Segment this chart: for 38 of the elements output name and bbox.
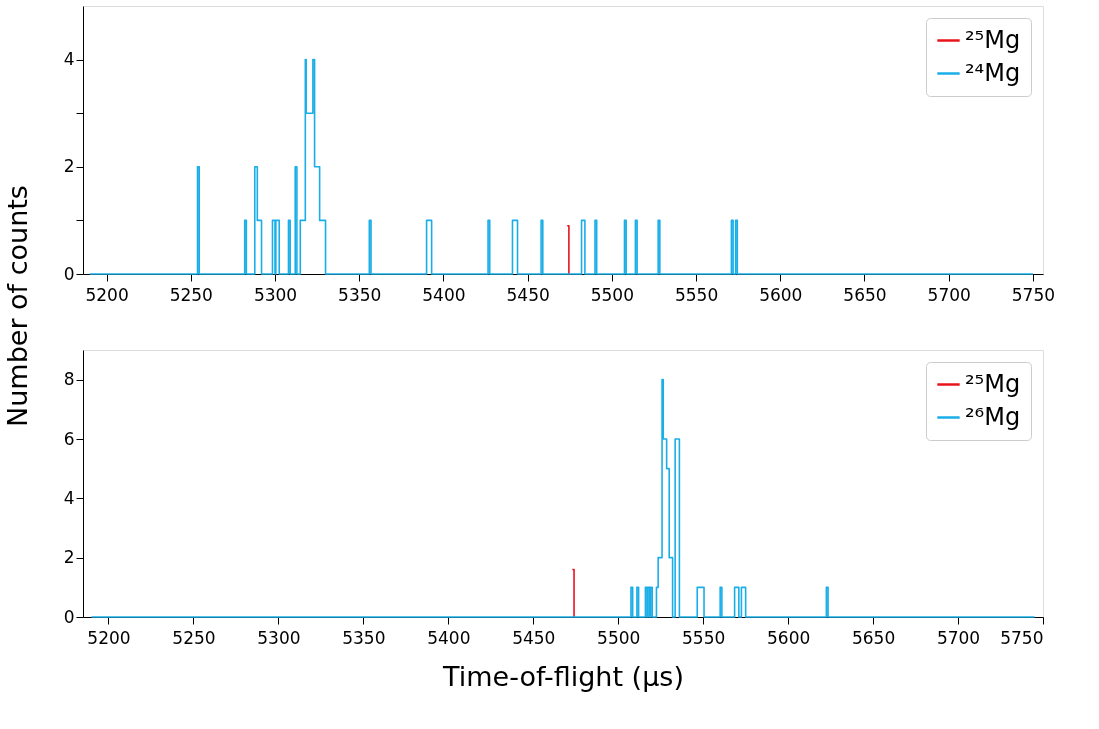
x-tick-label: 5700 [936,627,981,648]
x-tick-label: 5550 [674,284,719,305]
legend-label: ²⁶Mg [965,402,1021,431]
x-tick-label: 5650 [843,284,887,305]
x-tick-label: 5400 [427,627,471,648]
x-tick-label: 5600 [759,284,803,305]
x-tick-label: 5550 [682,627,726,648]
x-tick-label: 5450 [506,284,550,305]
x-tick-label: 5300 [257,627,301,648]
y-tick-label: 2 [63,156,75,177]
y-tick-label: 8 [63,369,75,390]
x-tick-label: 5750 [1011,284,1056,305]
x-tick-label: 5200 [87,627,131,648]
y-tick-label: 4 [63,487,75,508]
x-tick-label: 5200 [85,284,129,305]
x-tick-label: 5350 [342,627,386,648]
x-tick-label: 5450 [512,627,556,648]
y-tick-label: 6 [63,428,75,449]
y-tick-label: 2 [63,547,75,568]
x-tick-label: 5500 [597,627,641,648]
x-tick-label: 5250 [169,284,213,305]
x-tick-label: 5250 [172,627,216,648]
y-axis-title: Number of counts [2,185,33,427]
x-tick-label: 5750 [1000,627,1044,648]
x-tick-label: 5500 [590,284,634,305]
legend-label: ²⁵Mg [965,25,1021,54]
y-tick-label: 4 [63,49,75,70]
y-tick-label: 0 [63,606,75,627]
x-axis-title: Time-of-flight (µs) [442,660,684,692]
legend-label: ²⁴Mg [965,58,1021,87]
x-tick-label: 5300 [253,284,298,305]
legend-label: ²⁵Mg [965,369,1021,398]
x-tick-label: 5700 [927,284,971,305]
x-tick-label: 5350 [338,284,382,305]
y-tick-label: 0 [63,263,75,284]
x-tick-label: 5650 [851,627,896,648]
x-tick-label: 5600 [767,627,811,648]
x-tick-label: 5400 [422,284,466,305]
